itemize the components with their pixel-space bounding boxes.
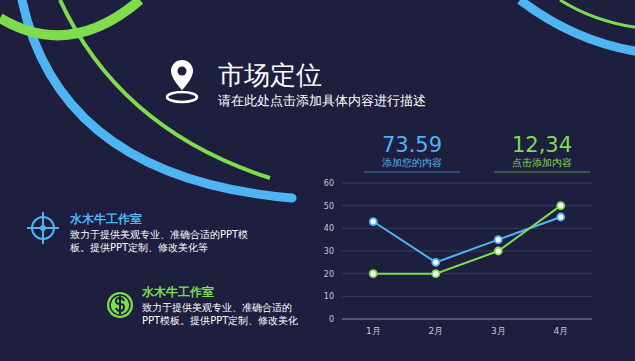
y-tick-label: 10 <box>324 292 334 301</box>
background <box>0 0 635 361</box>
grid-line <box>342 296 592 297</box>
pin-hole <box>178 67 187 76</box>
y-tick-label: 60 <box>324 179 334 188</box>
icon-ring <box>110 295 130 315</box>
y-tick-label: 20 <box>324 270 334 279</box>
pin-icon <box>167 60 197 102</box>
grid-line <box>342 205 592 206</box>
point <box>370 218 377 225</box>
point <box>557 202 564 209</box>
title: 市场定位 <box>218 60 322 90</box>
stat-label: 点击添加内容 <box>512 157 572 168</box>
y-tick-label: 0 <box>329 315 334 324</box>
feature-text: PPT模板。提供PPT定制、修改美化 <box>142 315 298 326</box>
stat-value: 12,34 <box>512 133 572 157</box>
x-tick-label: 4月 <box>553 326 568 336</box>
y-tick-label: 30 <box>324 247 334 256</box>
icon-symbol <box>116 295 124 315</box>
x-axis: 1月 2月 3月 4月 <box>366 326 568 336</box>
deco-arc <box>560 0 635 28</box>
x-tick-label: 3月 <box>491 326 506 336</box>
x-tick-label: 1月 <box>366 326 381 336</box>
series-line <box>373 206 561 274</box>
x-axis-line <box>342 319 592 320</box>
x-tick-label: 2月 <box>428 326 443 336</box>
stat-underline <box>364 172 460 173</box>
point <box>557 214 564 221</box>
point <box>495 236 502 243</box>
slide: 市场定位请在此处点击添加具体内容进行描述 73.59添加您的内容 12,34点击添加… <box>0 0 635 361</box>
feature-title: 水木牛工作室 <box>141 285 214 299</box>
pin-base <box>167 92 197 102</box>
point <box>432 259 439 266</box>
icon-disc <box>107 292 133 318</box>
feature-icon <box>27 212 59 244</box>
feature-text: 致力于提供美观专业、准确合适的 <box>142 302 292 313</box>
stat-value: 73.59 <box>382 133 442 157</box>
y-axis: 0 10 20 30 40 50 60 <box>324 179 592 324</box>
icon-cross <box>27 212 59 244</box>
feature-text: 致力于提供美观专业、准确合适的PPT模 <box>70 229 248 240</box>
point <box>495 248 502 255</box>
deco-arc <box>520 0 635 52</box>
stat-label: 添加您的内容 <box>382 157 442 168</box>
y-tick-label: 40 <box>324 224 334 233</box>
feature-icon <box>107 292 133 318</box>
plot-area <box>370 202 565 277</box>
point <box>432 270 439 277</box>
point <box>370 270 377 277</box>
series-line <box>373 217 561 262</box>
grid-line <box>342 228 592 229</box>
icon-dot <box>40 225 46 231</box>
stat-underline <box>494 172 590 173</box>
grid-line <box>342 183 592 184</box>
pin-shape <box>171 60 193 90</box>
feature-text: 板。提供PPT定制、修改美化等 <box>69 242 208 253</box>
y-tick-label: 50 <box>324 202 334 211</box>
feature-title: 水木牛工作室 <box>69 212 142 226</box>
subtitle: 请在此处点击添加具体内容进行描述 <box>218 93 426 108</box>
